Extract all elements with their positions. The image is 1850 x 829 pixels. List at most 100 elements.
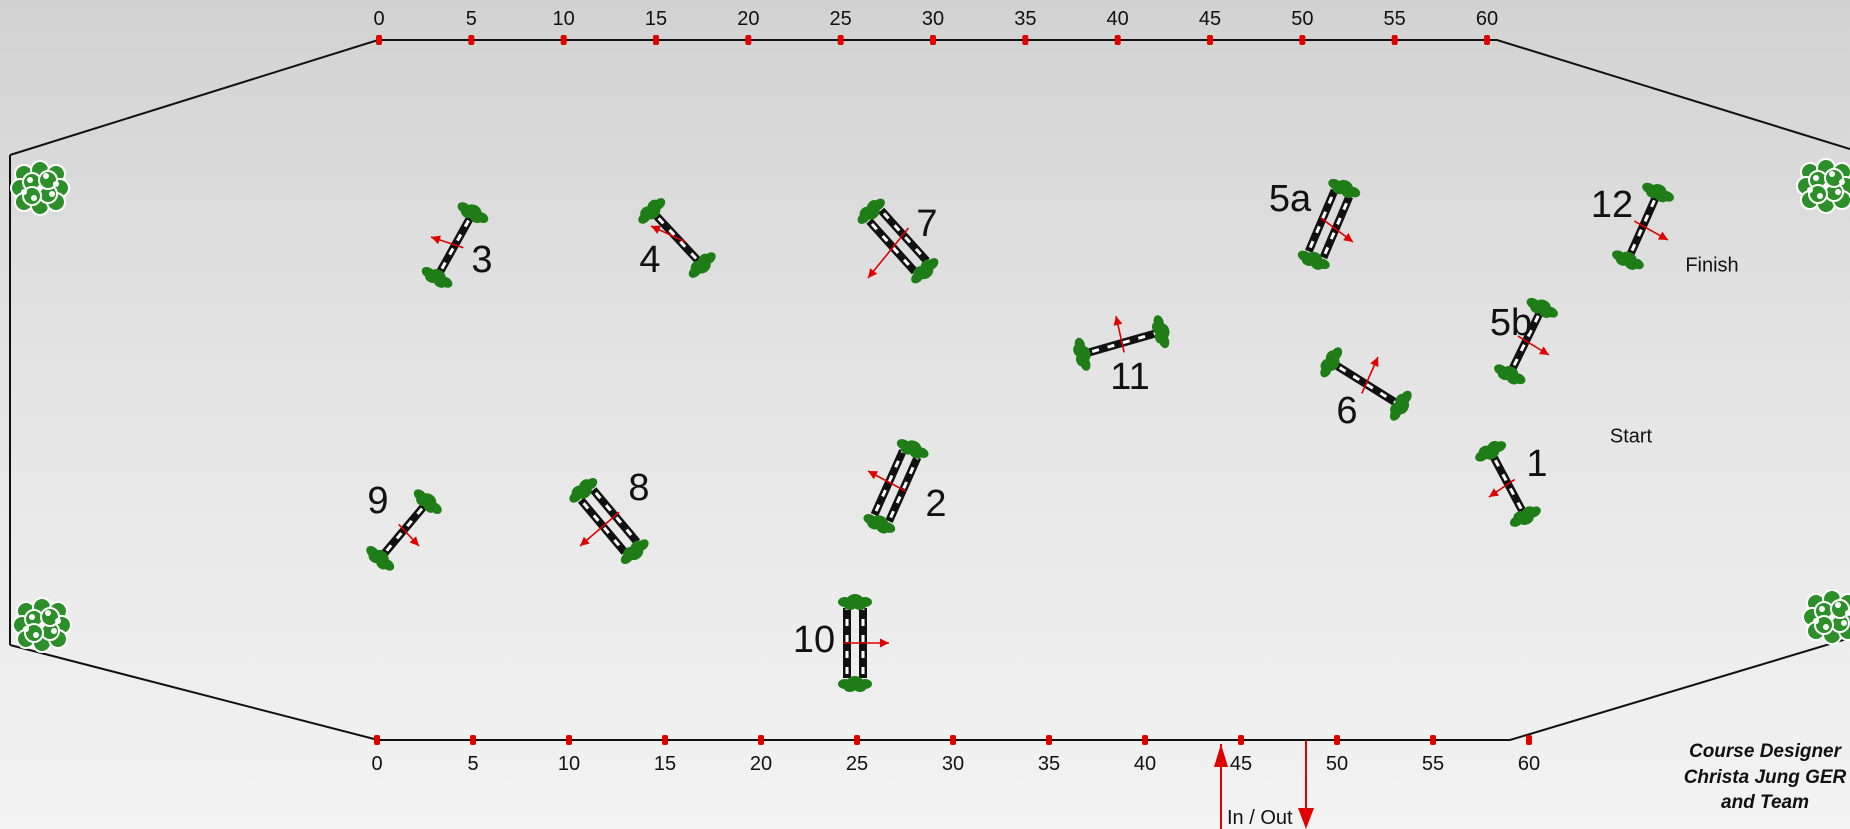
ruler-bottom-marker-35 (1046, 735, 1052, 745)
ruler-top-label-15: 15 (645, 8, 667, 30)
fence-4: 4 (638, 198, 716, 281)
fence-3: 3 (421, 202, 493, 288)
ruler-top-label-5: 5 (466, 8, 477, 30)
ruler-bottom-label-5: 5 (467, 753, 478, 775)
fence-6-number: 6 (1336, 390, 1357, 432)
fence-2-number: 2 (925, 483, 946, 525)
gate-in-arrowhead (1214, 744, 1228, 767)
fence-5a-number: 5a (1269, 178, 1312, 220)
fence-3-direction-arrow (430, 235, 464, 249)
fence-6-direction-arrow (1361, 356, 1379, 394)
fence-5b-number: 5b (1490, 302, 1532, 344)
fence-5a-rails (1305, 188, 1353, 260)
ruler-bottom-marker-30 (950, 735, 956, 745)
fence-4-direction-arrow (650, 225, 687, 243)
ruler-top-marker-0 (376, 35, 382, 45)
ruler-top-marker-35 (1022, 35, 1029, 45)
ruler-bottom-marker-5 (470, 735, 476, 745)
fence-10: 10 (793, 594, 889, 692)
fence-1-number: 1 (1526, 443, 1547, 485)
in-out-gate: In / Out (1214, 740, 1314, 829)
fence-5a-direction-arrow (1320, 217, 1354, 243)
credits-line-1: Course Designer (1689, 741, 1843, 762)
fence-2: 2 (863, 439, 947, 534)
fence-5b: 5b (1490, 297, 1558, 385)
course-designer-credits: Course Designer Christa Jung GER and Tea… (1684, 741, 1847, 813)
ruler-bottom-label-60: 60 (1518, 753, 1540, 775)
ruler-bottom-marker-25 (854, 735, 860, 745)
ruler-top-marker-55 (1391, 35, 1398, 45)
fence-7: 7 (857, 198, 939, 284)
fence-11-direction-arrow (1113, 315, 1125, 353)
ruler-top-label-0: 0 (373, 8, 384, 30)
ruler-top-marker-30 (930, 35, 936, 45)
ruler-bottom-label-45: 45 (1230, 753, 1252, 775)
ruler-top-marker-15 (653, 35, 659, 45)
gate-label: In / Out (1227, 807, 1293, 829)
fence-1-direction-arrow (1488, 478, 1516, 498)
ruler-top-label-20: 20 (737, 8, 759, 30)
fence-6: 6 (1320, 347, 1412, 432)
fence-10-number: 10 (793, 619, 835, 661)
ruler-top-label-10: 10 (553, 8, 575, 30)
ruler-bottom-label-0: 0 (371, 753, 382, 775)
finish-label: Finish (1685, 254, 1738, 276)
ruler-bottom-label-30: 30 (942, 753, 964, 775)
ruler-top-marker-25 (837, 35, 844, 45)
fence-5b-direction-arrow (1517, 335, 1550, 356)
ruler-top-label-40: 40 (1107, 8, 1129, 30)
fence-11-number: 11 (1110, 356, 1149, 398)
ruler-bottom-label-20: 20 (750, 753, 772, 775)
start-label: Start (1610, 425, 1653, 447)
ruler-top: 0 5 10 15 20 25 30 35 40 45 50 55 60 (373, 8, 1498, 45)
ruler-bottom: 0 5 10 15 20 25 30 35 40 45 50 55 60 (371, 735, 1540, 775)
fence-2-direction-arrow (867, 470, 907, 492)
ruler-bottom-label-25: 25 (846, 753, 868, 775)
hedge-1 (10, 160, 70, 216)
credits-line-3: and Team (1721, 792, 1809, 813)
ruler-bottom-label-10: 10 (558, 753, 580, 775)
ruler-top-label-35: 35 (1014, 8, 1036, 30)
ruler-bottom-marker-45 (1238, 735, 1244, 745)
ruler-top-marker-45 (1207, 35, 1213, 45)
fence-5a: 5a (1269, 178, 1361, 270)
ruler-bottom-marker-50 (1334, 735, 1340, 745)
fence-9-direction-arrow (398, 523, 420, 547)
fence-7-direction-arrow (867, 227, 910, 279)
corner-hedges (10, 158, 1850, 653)
fence-9-number: 9 (367, 480, 388, 522)
ruler-top-label-55: 55 (1384, 8, 1406, 30)
ruler-top-marker-40 (1114, 35, 1121, 45)
ruler-top-label-45: 45 (1199, 8, 1221, 30)
ruler-bottom-marker-20 (758, 735, 764, 745)
ruler-bottom-marker-0 (374, 735, 380, 745)
fence-11: 11 (1073, 315, 1170, 398)
ruler-top-marker-5 (468, 35, 475, 45)
fence-10-direction-arrow (843, 638, 889, 648)
hedge-4 (1802, 589, 1850, 645)
ruler-top-marker-60 (1484, 35, 1490, 45)
ruler-bottom-label-35: 35 (1038, 753, 1060, 775)
fence-7-number: 7 (916, 203, 937, 245)
ruler-bottom-marker-15 (662, 735, 668, 745)
ruler-bottom-label-50: 50 (1326, 753, 1348, 775)
fence-1: 1 (1475, 440, 1548, 527)
fence-9: 9 (366, 480, 442, 571)
fence-8-direction-arrow (579, 511, 620, 547)
arena-border-top (9, 39, 1850, 156)
fence-3-number: 3 (471, 239, 492, 281)
ruler-top-marker-20 (745, 35, 752, 45)
ruler-top-label-60: 60 (1476, 8, 1498, 30)
ruler-bottom-marker-10 (566, 735, 572, 745)
ruler-bottom-label-40: 40 (1134, 753, 1156, 775)
fence-4-number: 4 (639, 239, 660, 281)
ruler-top-label-25: 25 (830, 8, 852, 30)
ruler-bottom-marker-55 (1430, 735, 1436, 745)
credits-line-2: Christa Jung GER (1684, 767, 1847, 788)
fences: 3 4 7 5a 12 11 5b 6 1 9 8 2 10 (366, 178, 1674, 692)
gate-out-arrowhead (1298, 808, 1314, 829)
fence-12-number: 12 (1591, 184, 1633, 226)
hedge-2 (1796, 158, 1850, 214)
ruler-top-label-30: 30 (922, 8, 944, 30)
